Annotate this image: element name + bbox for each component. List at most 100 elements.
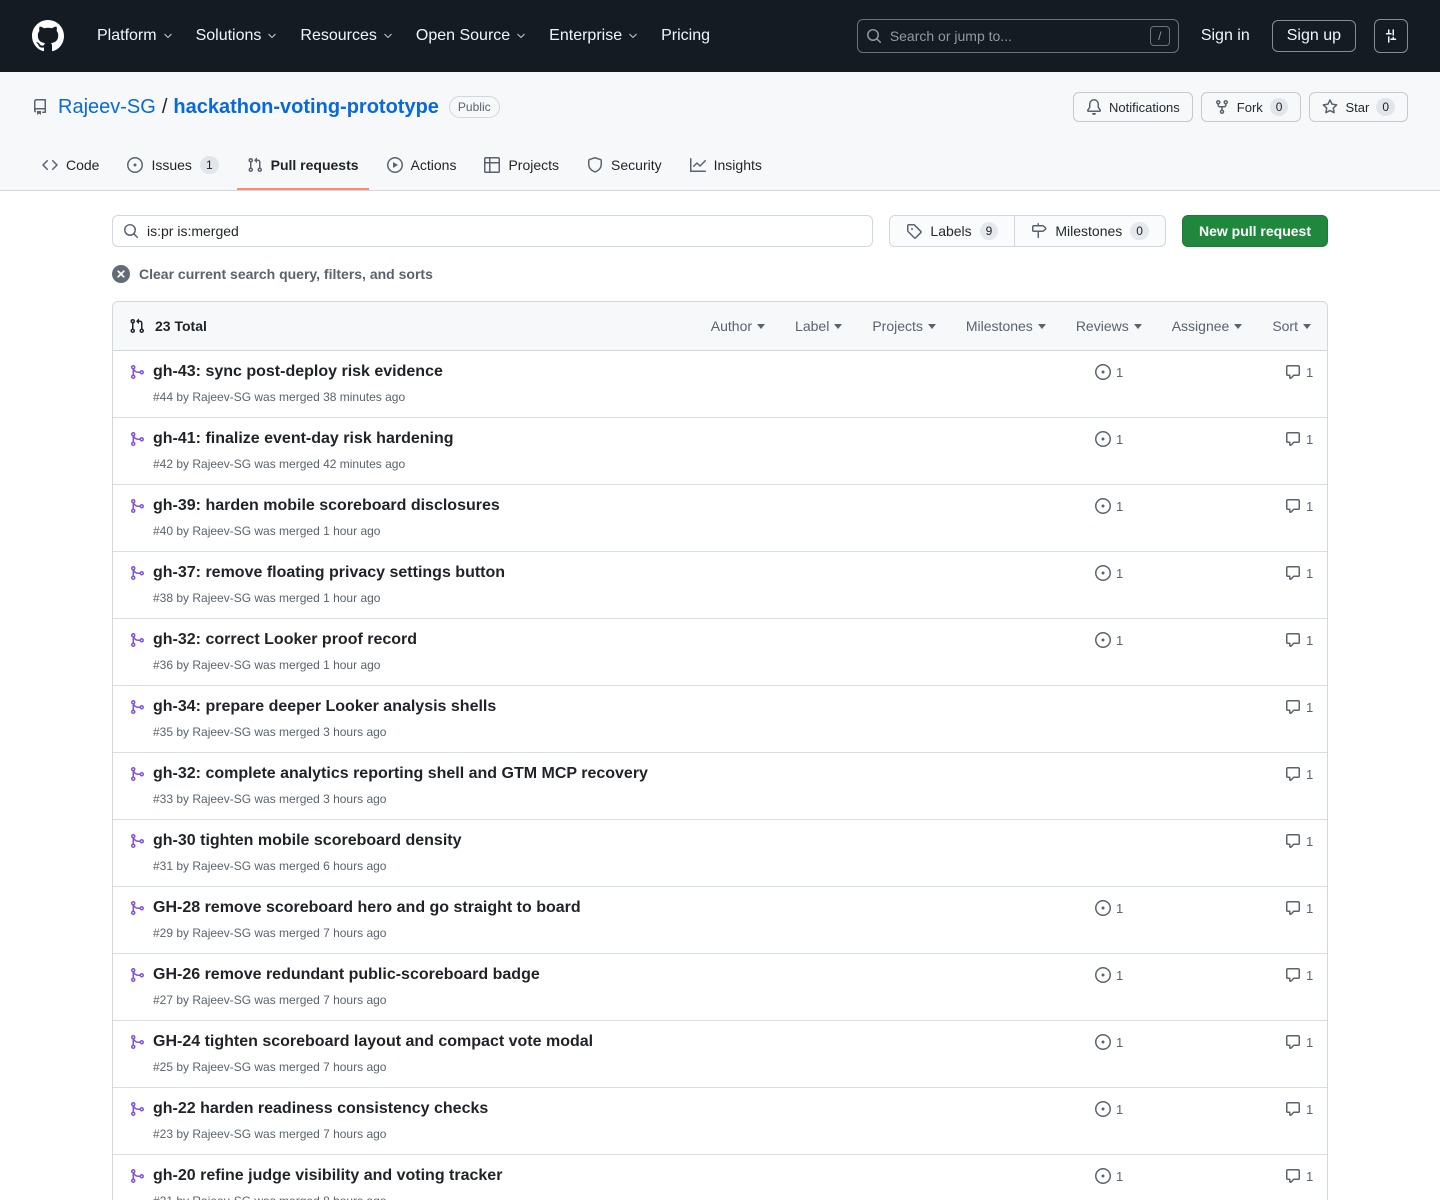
- git-merge-icon: [129, 896, 145, 916]
- new-pull-request-button[interactable]: New pull request: [1181, 215, 1328, 247]
- pr-title-link[interactable]: gh-20 refine judge visibility and voting…: [153, 1167, 503, 1184]
- caret-down-icon: [1303, 323, 1311, 329]
- filter-dropdown-assignee[interactable]: Assignee: [1172, 318, 1243, 334]
- clear-filters-link[interactable]: Clear current search query, filters, and…: [112, 265, 433, 283]
- tab-projects[interactable]: Projects: [474, 142, 569, 190]
- filter-dropdown-sort[interactable]: Sort: [1272, 318, 1311, 334]
- comment-count: 1: [1306, 967, 1314, 983]
- comments-cell[interactable]: 1: [1285, 1164, 1314, 1184]
- issue-opened-icon: [1095, 498, 1111, 514]
- milestones-button[interactable]: Milestones 0: [1014, 216, 1165, 246]
- nav-item-pricing[interactable]: Pricing: [650, 19, 721, 53]
- linked-issues-cell[interactable]: 1: [1095, 494, 1285, 514]
- linked-issues-cell[interactable]: 1: [1095, 1030, 1285, 1050]
- sign-in-link[interactable]: Sign in: [1200, 27, 1250, 44]
- repo-icon: [32, 99, 48, 115]
- comments-cell[interactable]: 1: [1285, 829, 1314, 849]
- linked-issues-cell[interactable]: 1: [1095, 628, 1285, 648]
- linked-issues-cell[interactable]: 1: [1095, 427, 1285, 447]
- milestone-icon: [1031, 223, 1047, 239]
- pr-filter-search-box[interactable]: [112, 215, 874, 247]
- repo-tab-bar: Code Issues 1 Pull requests Actions Proj…: [32, 142, 1408, 190]
- linked-issues-cell: [1095, 829, 1285, 833]
- tab-code[interactable]: Code: [32, 142, 109, 190]
- sign-up-button[interactable]: Sign up: [1271, 20, 1356, 52]
- linked-issues-cell[interactable]: 1: [1095, 1164, 1285, 1184]
- tab-insights[interactable]: Insights: [680, 142, 772, 190]
- comments-cell[interactable]: 1: [1285, 762, 1313, 782]
- pr-list-rows: gh-43: sync post-deploy risk evidence #44…: [113, 351, 1327, 1200]
- pr-title-link[interactable]: gh-32: complete analytics reporting shel…: [153, 765, 648, 782]
- pr-title-link[interactable]: gh-22 harden readiness consistency check…: [153, 1100, 489, 1117]
- comments-cell[interactable]: 1: [1285, 427, 1313, 447]
- dropdown-label: Milestones: [965, 318, 1033, 334]
- linked-issues-cell[interactable]: 1: [1095, 1097, 1285, 1117]
- pr-title-link[interactable]: GH-24 tighten scoreboard layout and comp…: [153, 1033, 594, 1050]
- comment-icon: [1285, 1168, 1301, 1184]
- fork-button[interactable]: Fork 0: [1200, 92, 1302, 122]
- comments-cell[interactable]: 1: [1285, 896, 1313, 916]
- tag-icon: [906, 223, 923, 239]
- comments-cell[interactable]: 1: [1285, 360, 1314, 380]
- comments-cell[interactable]: 1: [1285, 494, 1313, 514]
- comment-count: 1: [1306, 1168, 1314, 1184]
- command-palette-button[interactable]: [1374, 19, 1408, 53]
- global-search-box[interactable]: /: [856, 19, 1179, 53]
- nav-item-platform[interactable]: Platform: [86, 19, 185, 53]
- pr-row: gh-37: remove floating privacy settings …: [113, 551, 1327, 618]
- linked-issues-cell[interactable]: 1: [1095, 360, 1285, 380]
- comments-cell[interactable]: 1: [1285, 561, 1313, 581]
- pr-title-link[interactable]: gh-43: sync post-deploy risk evidence: [153, 363, 443, 380]
- comments-cell[interactable]: 1: [1285, 1097, 1313, 1117]
- filter-dropdown-reviews[interactable]: Reviews: [1076, 318, 1142, 334]
- tab-issues[interactable]: Issues 1: [117, 142, 228, 190]
- nav-item-enterprise[interactable]: Enterprise: [538, 19, 650, 53]
- github-logo-icon[interactable]: [32, 20, 64, 52]
- comment-count: 1: [1306, 833, 1314, 849]
- filter-dropdown-projects[interactable]: Projects: [872, 318, 936, 334]
- pr-title-link[interactable]: gh-30 tighten mobile scoreboard density: [153, 832, 462, 849]
- pr-meta-text: #42 by Rajeev-SG was merged 42 minutes a…: [153, 457, 406, 471]
- filter-dropdown-milestones[interactable]: Milestones: [966, 318, 1046, 334]
- tab-pull-requests[interactable]: Pull requests: [236, 142, 369, 190]
- pr-row-main: gh-37: remove floating privacy settings …: [153, 561, 1095, 607]
- filter-dropdown-label[interactable]: Label: [795, 318, 843, 334]
- pr-filter-input[interactable]: [147, 223, 863, 239]
- git-merge-icon: [129, 695, 145, 715]
- notifications-button[interactable]: Notifications: [1072, 92, 1193, 122]
- comment-icon: [1285, 900, 1301, 916]
- linked-issues-cell: [1095, 762, 1285, 766]
- comments-cell[interactable]: 1: [1285, 1030, 1313, 1050]
- pr-title-link[interactable]: gh-39: harden mobile scoreboard disclosu…: [153, 497, 500, 514]
- pr-title-link[interactable]: GH-26 remove redundant public-scoreboard…: [153, 966, 540, 983]
- pr-title-link[interactable]: GH-28 remove scoreboard hero and go stra…: [153, 899, 581, 916]
- labels-button[interactable]: Labels 9: [890, 216, 1014, 246]
- tab-security[interactable]: Security: [577, 142, 672, 190]
- comment-count: 1: [1306, 364, 1314, 380]
- pr-meta-text: #21 by Rajeev-SG was merged 8 hours ago: [153, 1192, 1095, 1200]
- nav-item-solutions[interactable]: Solutions: [185, 19, 290, 53]
- tab-actions[interactable]: Actions: [377, 142, 467, 190]
- pr-title-link[interactable]: gh-32: correct Looker proof record: [153, 631, 418, 648]
- pr-row-main: gh-22 harden readiness consistency check…: [153, 1097, 1095, 1143]
- global-search-input[interactable]: [889, 28, 1142, 44]
- pr-title-link[interactable]: gh-37: remove floating privacy settings …: [153, 564, 506, 581]
- linked-issues-cell[interactable]: 1: [1095, 896, 1285, 916]
- pr-title-link[interactable]: gh-41: finalize event-day risk hardening: [153, 430, 454, 447]
- linked-issues-cell[interactable]: 1: [1095, 561, 1285, 581]
- comments-cell[interactable]: 1: [1285, 963, 1314, 983]
- milestones-count: 0: [1130, 222, 1149, 240]
- pr-title-link[interactable]: gh-34: prepare deeper Looker analysis sh…: [153, 698, 497, 715]
- repo-name-link[interactable]: hackathon-voting-prototype: [173, 95, 439, 118]
- comments-cell[interactable]: 1: [1285, 695, 1313, 715]
- star-button[interactable]: Star 0: [1309, 92, 1408, 122]
- nav-item-resources[interactable]: Resources: [289, 19, 404, 53]
- filter-dropdown-author[interactable]: Author: [711, 318, 766, 334]
- pr-row-main: GH-24 tighten scoreboard layout and comp…: [153, 1030, 1095, 1076]
- comments-cell[interactable]: 1: [1285, 628, 1313, 648]
- linked-issues-cell[interactable]: 1: [1095, 963, 1285, 983]
- pr-meta-text: #33 by Rajeev-SG was merged 3 hours ago: [153, 792, 387, 806]
- nav-item-open-source[interactable]: Open Source: [405, 19, 538, 53]
- repo-owner-link[interactable]: Rajeev-SG: [58, 95, 156, 118]
- chevron-down-icon: [266, 30, 278, 42]
